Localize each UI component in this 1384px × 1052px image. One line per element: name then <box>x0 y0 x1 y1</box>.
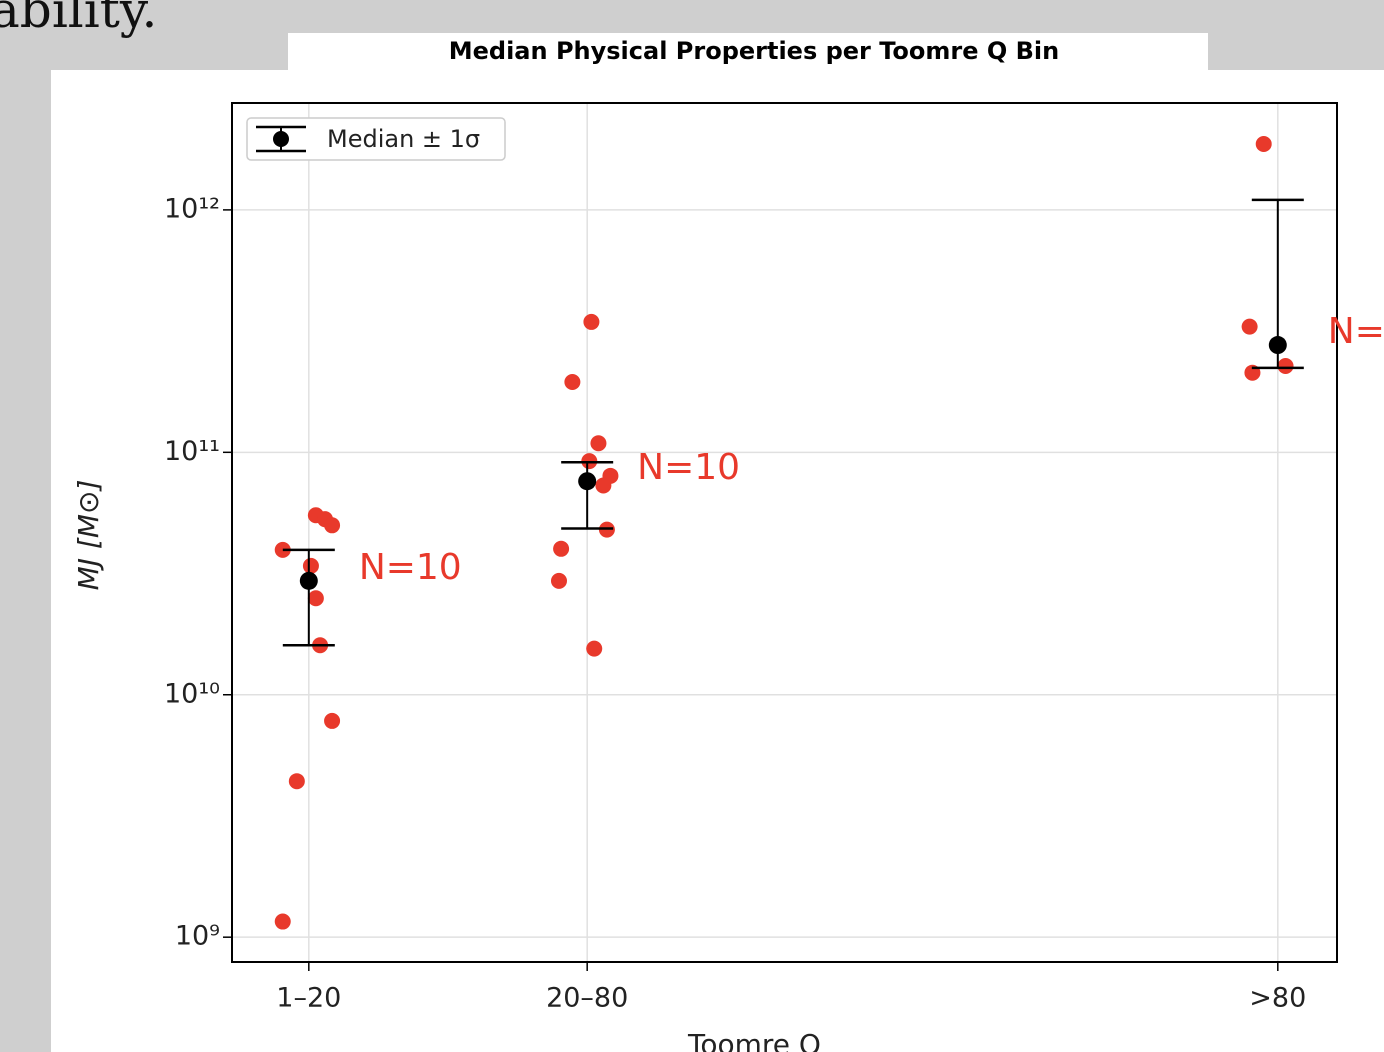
x-axis-label: Toomre Q <box>687 1028 821 1052</box>
annotation: N=10 <box>359 547 462 588</box>
median-point <box>1269 336 1287 354</box>
data-point <box>553 541 569 557</box>
slide: ability. Median Physical Properties per … <box>0 0 1384 1052</box>
slide-text: ability. <box>0 0 157 39</box>
legend-label: Median ± 1σ <box>327 125 480 153</box>
data-point <box>551 573 567 589</box>
median-point <box>300 572 318 590</box>
data-point <box>303 558 319 574</box>
data-point <box>289 773 305 789</box>
data-point <box>583 314 599 330</box>
data-point <box>1256 136 1272 152</box>
x-tick-label: >80 <box>1249 983 1306 1014</box>
data-point <box>308 590 324 606</box>
data-point <box>595 477 611 493</box>
y-tick-label: 10¹⁰ <box>164 678 220 709</box>
y-tick-label: 10¹¹ <box>164 436 220 467</box>
data-point <box>564 374 580 390</box>
y-axis-label: MJ [M⊙] <box>72 480 105 591</box>
x-tick-label: 20–80 <box>546 983 628 1014</box>
data-point <box>324 713 340 729</box>
data-point <box>1242 319 1258 335</box>
legend-icon <box>273 131 289 147</box>
median-point <box>578 472 596 490</box>
chart-panel <box>51 70 1384 1052</box>
data-point <box>590 435 606 451</box>
y-tick-label: 10¹² <box>164 193 220 224</box>
data-point <box>1278 358 1294 374</box>
annotation: N=10 <box>637 447 740 488</box>
data-point <box>275 914 291 930</box>
page: {"slide_text": "ability.", "chart_data":… <box>0 0 1384 1052</box>
data-point <box>586 641 602 657</box>
y-tick-label: 10⁹ <box>175 921 220 952</box>
annotation: N= <box>1328 311 1384 352</box>
x-tick-label: 1–20 <box>276 983 341 1014</box>
chart-title: Median Physical Properties per Toomre Q … <box>449 37 1060 65</box>
data-point <box>324 517 340 533</box>
